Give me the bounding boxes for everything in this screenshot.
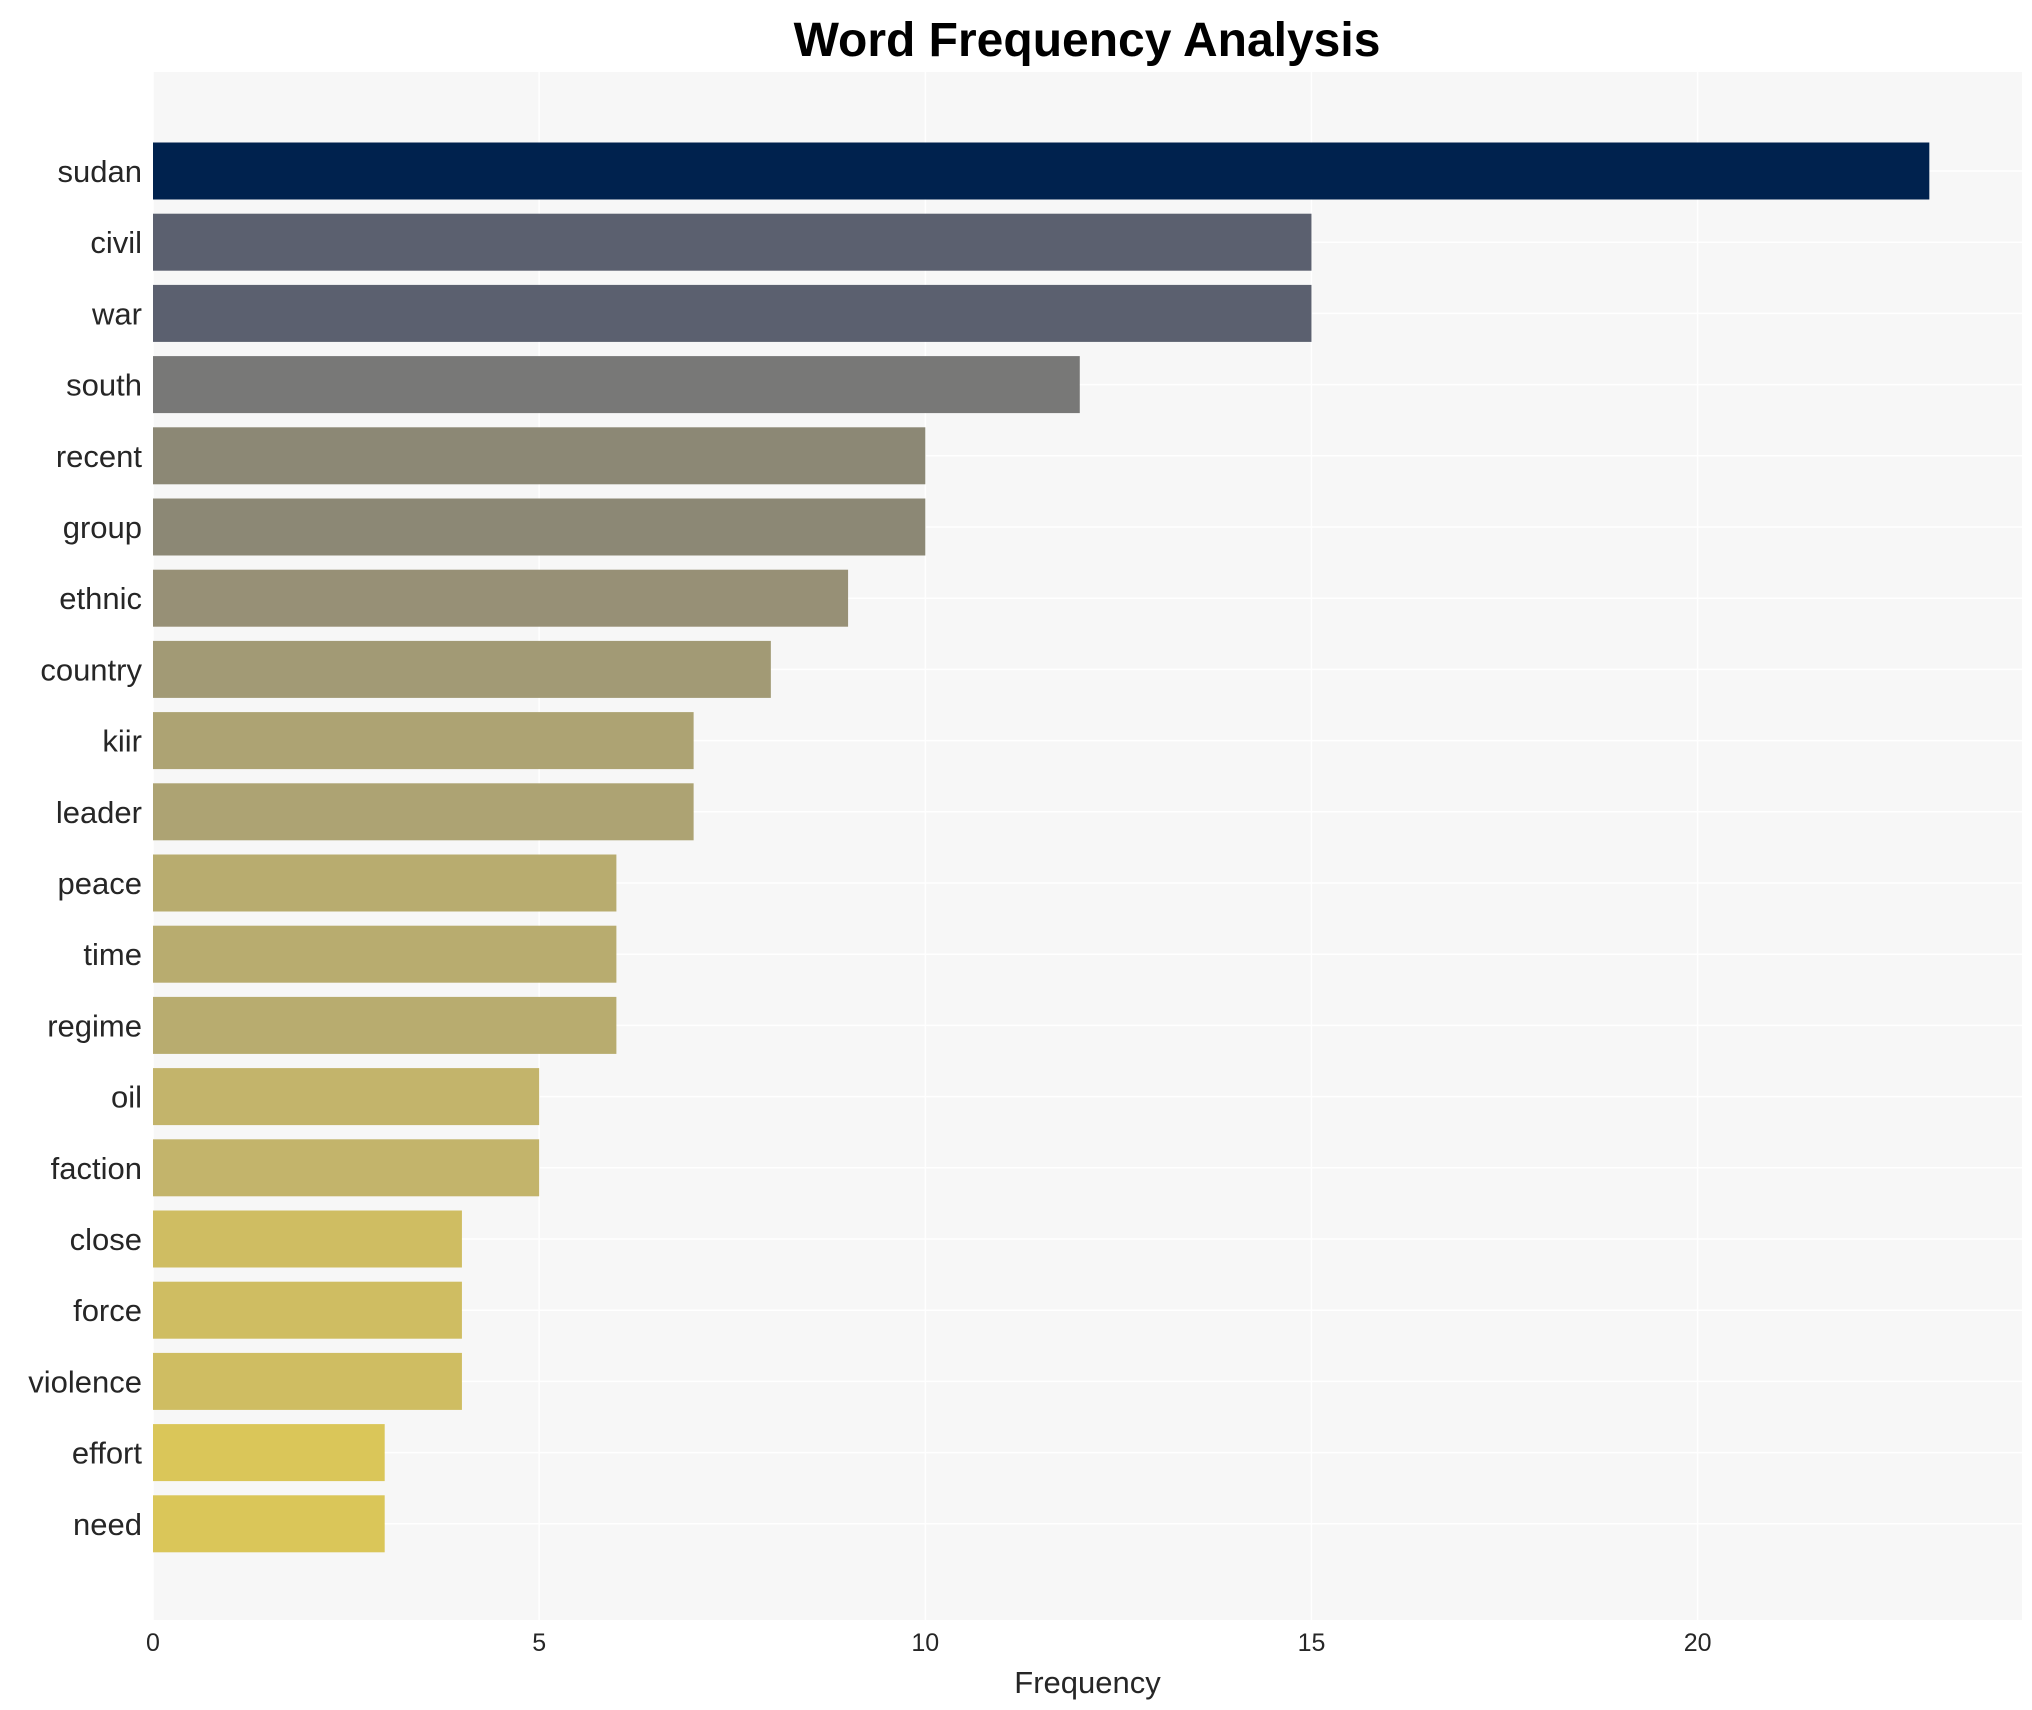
bar-regime — [153, 996, 617, 1054]
y-tick-label-violence: violence — [28, 1364, 142, 1399]
bar-kiir — [153, 712, 694, 770]
y-tick-label-war: war — [91, 296, 142, 331]
y-tick-label-civil: civil — [90, 225, 142, 260]
y-tick-label-country: country — [40, 652, 142, 687]
bar-force — [153, 1281, 462, 1339]
y-tick-label-group: group — [63, 510, 142, 545]
bar-group — [153, 498, 926, 556]
bar-country — [153, 640, 771, 698]
x-tick-label: 20 — [1684, 1629, 1712, 1657]
x-tick-labels: 0 5 10 15 20 — [146, 1629, 1711, 1657]
bar-war — [153, 284, 1312, 342]
bar-ethnic — [153, 569, 849, 627]
chart-title: Word Frequency Analysis — [794, 14, 1381, 67]
bar-south — [153, 356, 1080, 414]
y-tick-label-leader: leader — [56, 795, 142, 830]
x-tick-label: 10 — [911, 1629, 939, 1657]
bar-effort — [153, 1424, 385, 1482]
bar-oil — [153, 1068, 540, 1126]
bars — [153, 142, 1930, 1553]
y-tick-labels: sudan civil war south recent group ethnic count… — [28, 154, 142, 1542]
bar-civil — [153, 213, 1312, 271]
y-tick-label-sudan: sudan — [58, 154, 142, 189]
bar-close — [153, 1210, 462, 1268]
y-tick-label-need: need — [73, 1507, 142, 1542]
y-tick-label-peace: peace — [58, 866, 142, 901]
bar-sudan — [153, 142, 1930, 200]
y-tick-label-recent: recent — [56, 439, 143, 474]
bar-time — [153, 925, 617, 983]
y-tick-label-south: south — [66, 368, 142, 403]
y-tick-label-effort: effort — [72, 1436, 142, 1471]
bar-peace — [153, 854, 617, 912]
bar-leader — [153, 783, 694, 841]
bar-faction — [153, 1139, 540, 1197]
x-axis-label: Frequency — [1014, 1665, 1161, 1700]
x-tick-label: 15 — [1298, 1629, 1326, 1657]
y-tick-label-regime: regime — [47, 1008, 142, 1043]
y-tick-label-close: close — [70, 1222, 142, 1257]
x-tick-label: 5 — [532, 1629, 546, 1657]
y-tick-label-faction: faction — [51, 1151, 142, 1186]
bar-recent — [153, 427, 926, 485]
bar-violence — [153, 1352, 462, 1410]
y-tick-label-time: time — [83, 937, 142, 972]
y-tick-label-force: force — [73, 1293, 142, 1328]
x-tick-label: 0 — [146, 1629, 160, 1657]
y-tick-label-kiir: kiir — [102, 724, 142, 759]
bar-need — [153, 1495, 385, 1553]
y-tick-label-ethnic: ethnic — [59, 581, 142, 616]
y-tick-label-oil: oil — [111, 1080, 142, 1115]
